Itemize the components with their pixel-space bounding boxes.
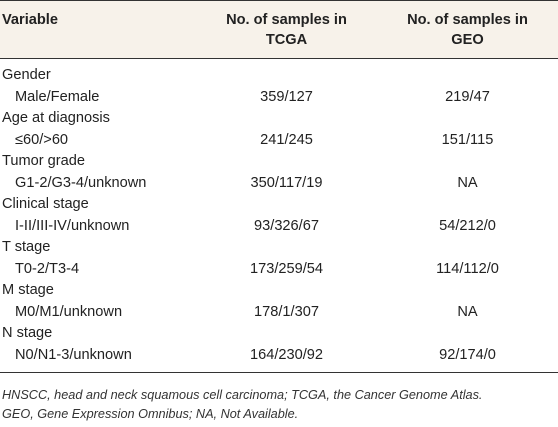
tcga-value: 164/230/92 [196, 344, 377, 373]
table-footnote: HNSCC, head and neck squamous cell carci… [2, 386, 554, 424]
footnote-line-2: GEO, Gene Expression Omnibus; NA, Not Av… [2, 407, 299, 421]
group-label: M stage [2, 282, 54, 298]
category-label: Male/Female [15, 88, 100, 105]
category-label: N0/N1-3/unknown [0, 344, 196, 373]
category-label: G1-2/G3-4/unknown [15, 174, 147, 191]
group-row-gender: Gender [0, 59, 558, 87]
header-variable: Variable [0, 0, 196, 59]
tcga-value: 93/326/67 [254, 217, 319, 234]
group-label: Gender [2, 67, 51, 83]
category-label: M0/M1/unknown [15, 303, 123, 320]
table-row: ≤60/>60 241/245 151/115 [0, 130, 558, 152]
header-geo-line1: No. of samples in [407, 12, 528, 28]
header-geo: No. of samples in GEO [377, 0, 558, 59]
header-tcga: No. of samples in TCGA [196, 0, 377, 59]
header-geo-line2: GEO [451, 32, 484, 48]
geo-value: NA [457, 303, 478, 320]
tcga-value: 359/127 [260, 88, 313, 105]
tcga-value: 350/117/19 [250, 174, 323, 191]
group-row-n-stage: N stage [0, 323, 558, 345]
group-label: Tumor grade [2, 153, 86, 169]
geo-value: 219/47 [445, 88, 490, 105]
group-row-t-stage: T stage [0, 237, 558, 259]
geo-value: 151/115 [441, 131, 494, 148]
geo-value: 92/174/0 [377, 344, 558, 373]
tcga-value: 173/259/54 [249, 260, 324, 277]
geo-value: NA [457, 174, 478, 191]
group-row-clinical-stage: Clinical stage [0, 194, 558, 216]
group-row-m-stage: M stage [0, 280, 558, 302]
header-row: Variable No. of samples in TCGA No. of s… [0, 0, 558, 59]
category-label: I-II/III-IV/unknown [15, 217, 130, 234]
table-row: Male/Female 359/127 219/47 [0, 87, 558, 109]
table-row: T0-2/T3-4 173/259/54 114/112/0 [0, 259, 558, 281]
header-tcga-line1: No. of samples in [226, 12, 347, 28]
samples-table: Variable No. of samples in TCGA No. of s… [0, 0, 558, 373]
group-label: T stage [2, 239, 51, 255]
geo-value: 54/212/0 [439, 217, 496, 234]
tcga-value: 178/1/307 [254, 303, 319, 320]
table-row: N0/N1-3/unknown 164/230/92 92/174/0 [0, 344, 558, 373]
group-row-age: Age at diagnosis [0, 108, 558, 130]
footnote-line-1: HNSCC, head and neck squamous cell carci… [2, 388, 483, 402]
group-label: N stage [2, 325, 53, 341]
geo-value: 114/112/0 [436, 260, 499, 277]
tcga-value: 241/245 [260, 131, 313, 148]
category-label: T0-2/T3-4 [15, 260, 80, 277]
category-label: ≤60/>60 [15, 131, 69, 148]
group-label: Age at diagnosis [2, 110, 110, 126]
table-row: G1-2/G3-4/unknown 350/117/19 NA [0, 173, 558, 195]
table-row: I-II/III-IV/unknown 93/326/67 54/212/0 [0, 216, 558, 238]
header-tcga-line2: TCGA [265, 32, 308, 48]
group-row-tumor-grade: Tumor grade [0, 151, 558, 173]
group-label: Clinical stage [2, 196, 89, 212]
table-row: M0/M1/unknown 178/1/307 NA [0, 302, 558, 324]
